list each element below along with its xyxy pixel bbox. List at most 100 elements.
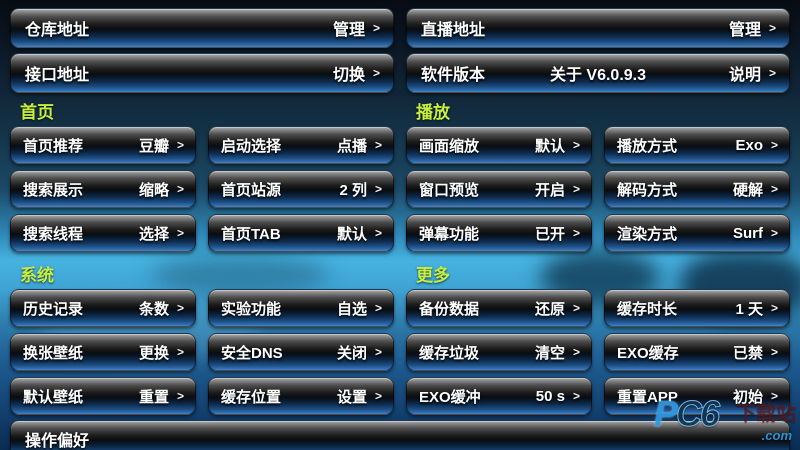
setting-value: Exo [735, 136, 763, 154]
setting-value: 还原 [534, 300, 565, 318]
screen-scale-button[interactable]: 画面缩放 默认 > [406, 126, 592, 164]
setting-value: 默认 [534, 137, 565, 155]
chevron-right-icon: > [374, 182, 382, 196]
reset-wallpaper-button[interactable]: 默认壁纸 重置 > [10, 377, 196, 415]
chevron-right-icon: > [374, 345, 382, 359]
setting-label: 安全DNS [221, 344, 283, 362]
setting-value: 2 列 [339, 181, 367, 199]
section-title-home: 首页 [20, 103, 54, 122]
setting-label: 窗口预览 [419, 181, 480, 199]
setting-value: 初始 [732, 388, 763, 406]
safe-dns-button[interactable]: 安全DNS 关闭 > [208, 333, 394, 371]
section-title-system: 系统 [20, 266, 54, 285]
reset-app-button[interactable]: 重置APP 初始 > [604, 377, 790, 415]
setting-label: 画面缩放 [419, 137, 480, 155]
setting-label: 解码方式 [617, 181, 678, 199]
setting-value: 硬解 [732, 181, 763, 199]
repo-address-value: 管理 [332, 22, 365, 39]
live-address-value: 管理 [728, 22, 761, 39]
setting-value: 1 天 [735, 300, 763, 318]
setting-label: 重置APP [617, 388, 678, 406]
setting-label: 搜索线程 [23, 225, 84, 243]
chevron-right-icon: > [768, 21, 776, 35]
setting-value: 50 s [535, 387, 565, 405]
search-display-button[interactable]: 搜索展示 缩略 > [10, 170, 196, 208]
settings-grid-band1: 首页推荐 豆瓣 > 启动选择 点播 > 画面缩放 默认 > 播放方式 Exo >… [10, 126, 790, 252]
search-threads-button[interactable]: 搜索线程 选择 > [10, 214, 196, 252]
setting-label: 渲染方式 [617, 225, 678, 243]
live-address-button[interactable]: 直播地址 管理 > [406, 8, 790, 48]
settings-grid-band2: 历史记录 条数 > 实验功能 自选 > 备份数据 还原 > 缓存时长 1 天 >… [10, 289, 790, 415]
chevron-right-icon: > [572, 182, 580, 196]
history-count-button[interactable]: 历史记录 条数 > [10, 289, 196, 327]
setting-label: 弹幕功能 [419, 225, 480, 243]
api-address-label: 接口地址 [25, 67, 90, 84]
decode-type-button[interactable]: 解码方式 硬解 > [604, 170, 790, 208]
chevron-right-icon: > [176, 301, 184, 315]
experimental-button[interactable]: 实验功能 自选 > [208, 289, 394, 327]
startup-select-button[interactable]: 启动选择 点播 > [208, 126, 394, 164]
chevron-right-icon: > [372, 66, 380, 80]
home-recommend-button[interactable]: 首页推荐 豆瓣 > [10, 126, 196, 164]
home-source-button[interactable]: 首页站源 2 列 > [208, 170, 394, 208]
chevron-right-icon: > [770, 389, 778, 403]
chevron-right-icon: > [770, 345, 778, 359]
operation-preference-label: 操作偏好 [25, 433, 90, 450]
setting-label: 历史记录 [23, 300, 84, 318]
api-address-button[interactable]: 接口地址 切换 > [10, 53, 394, 93]
repo-address-label: 仓库地址 [25, 22, 90, 39]
setting-label: 首页TAB [221, 225, 281, 243]
chevron-right-icon: > [572, 301, 580, 315]
setting-value: 开启 [534, 181, 565, 199]
chevron-right-icon: > [572, 389, 580, 403]
setting-value: 设置 [336, 388, 367, 406]
chevron-right-icon: > [176, 389, 184, 403]
chevron-right-icon: > [770, 301, 778, 315]
setting-value: 选择 [138, 225, 169, 243]
exo-cache-button[interactable]: EXO缓存 已禁 > [604, 333, 790, 371]
setting-label: 默认壁纸 [23, 388, 84, 406]
chevron-right-icon: > [768, 66, 776, 80]
live-address-label: 直播地址 [421, 22, 486, 39]
setting-value: 豆瓣 [138, 137, 169, 155]
app-version-button[interactable]: 软件版本 关于 V6.0.9.3 说明 > [406, 53, 790, 93]
setting-value: 点播 [336, 137, 367, 155]
exo-buffer-button[interactable]: EXO缓冲 50 s > [406, 377, 592, 415]
setting-label: EXO缓冲 [419, 388, 481, 406]
danmaku-button[interactable]: 弹幕功能 已开 > [406, 214, 592, 252]
cache-location-button[interactable]: 缓存位置 设置 > [208, 377, 394, 415]
setting-value: 重置 [138, 388, 169, 406]
repo-address-button[interactable]: 仓库地址 管理 > [10, 8, 394, 48]
operation-preference-button[interactable]: 操作偏好 [10, 420, 790, 450]
chevron-right-icon: > [176, 226, 184, 240]
setting-label: 首页推荐 [23, 137, 84, 155]
setting-value: 自选 [336, 300, 367, 318]
app-version-info: 关于 V6.0.9.3 [549, 67, 647, 84]
section-headers-row: 首页 播放 [10, 93, 790, 126]
chevron-right-icon: > [770, 226, 778, 240]
chevron-right-icon: > [374, 301, 382, 315]
render-type-button[interactable]: 渲染方式 Surf > [604, 214, 790, 252]
setting-value: Surf [732, 224, 763, 242]
setting-value: 关闭 [336, 344, 367, 362]
chevron-right-icon: > [770, 138, 778, 152]
cache-duration-button[interactable]: 缓存时长 1 天 > [604, 289, 790, 327]
setting-value: 默认 [336, 225, 367, 243]
setting-label: 首页站源 [221, 181, 282, 199]
setting-value: 条数 [138, 300, 169, 318]
setting-label: 实验功能 [221, 300, 282, 318]
chevron-right-icon: > [374, 389, 382, 403]
home-tab-button[interactable]: 首页TAB 默认 > [208, 214, 394, 252]
change-wallpaper-button[interactable]: 换张壁纸 更换 > [10, 333, 196, 371]
chevron-right-icon: > [374, 138, 382, 152]
setting-value: 更换 [138, 344, 169, 362]
backup-data-button[interactable]: 备份数据 还原 > [406, 289, 592, 327]
setting-label: 缓存垃圾 [419, 344, 480, 362]
player-type-button[interactable]: 播放方式 Exo > [604, 126, 790, 164]
setting-label: 启动选择 [221, 137, 282, 155]
chevron-right-icon: > [372, 21, 380, 35]
cache-trash-button[interactable]: 缓存垃圾 清空 > [406, 333, 592, 371]
window-preview-button[interactable]: 窗口预览 开启 > [406, 170, 592, 208]
